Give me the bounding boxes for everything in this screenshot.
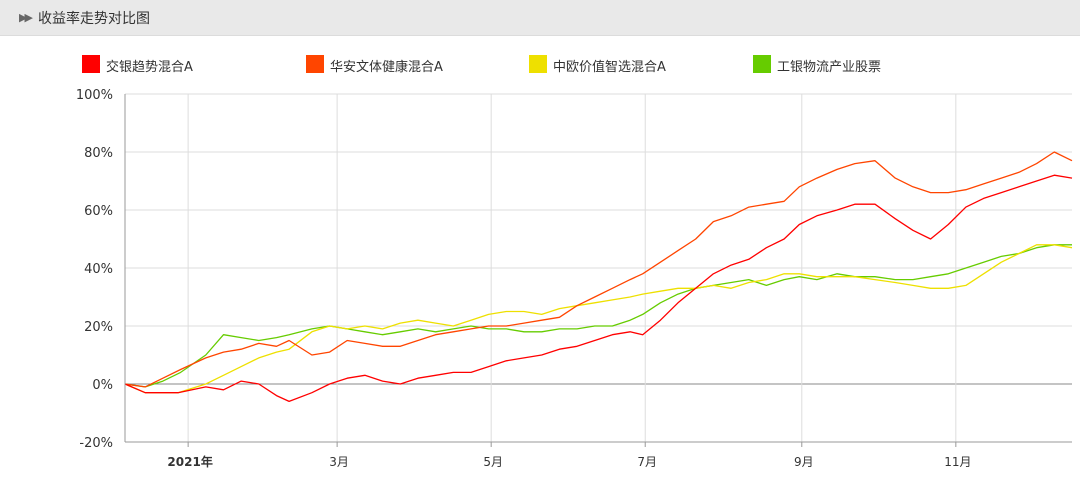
y-tick-label: 60%: [84, 204, 113, 219]
chart-series: [124, 151, 1073, 403]
series-line-2: [124, 244, 1073, 394]
chart-title: 收益率走势对比图: [38, 11, 150, 27]
legend-label-1: 华安文体健康混合A: [330, 60, 443, 75]
series-line-0: [124, 174, 1073, 403]
series-line-3: [124, 244, 1072, 388]
x-tick-label: 11月: [944, 455, 971, 469]
y-tick-label: 80%: [84, 146, 113, 161]
x-tick-label: 9月: [794, 455, 814, 469]
legend-label-0: 交银趋势混合A: [106, 60, 193, 75]
legend-label-2: 中欧价值智选混合A: [553, 60, 666, 75]
x-tick-label: 2021年: [167, 454, 212, 469]
chart-axes: 100% 80% 60% 40% 20% 0% -20% 2021年 3月 5月 7月 9月 11月: [76, 88, 1072, 469]
x-tick-label: 7月: [637, 455, 657, 469]
legend-label-3: 工银物流产业股票: [777, 60, 882, 75]
chart-header: ▶▶ 收益率走势对比图: [0, 0, 1080, 36]
legend-swatch-0: [82, 55, 100, 73]
legend-swatch-3: [753, 55, 771, 73]
legend-swatch-2: [529, 55, 547, 73]
y-tick-label: -20%: [79, 436, 113, 451]
y-tick-label: 100%: [76, 88, 113, 103]
double-chevron-right-icon: ▶▶: [19, 11, 33, 24]
series-line-1: [124, 151, 1073, 388]
y-tick-label: 40%: [84, 262, 113, 277]
y-tick-label: 20%: [84, 320, 113, 335]
x-tick-label: 5月: [483, 455, 503, 469]
x-tick-label: 3月: [329, 455, 349, 469]
legend-swatch-1: [306, 55, 324, 73]
y-tick-label: 0%: [92, 378, 113, 393]
